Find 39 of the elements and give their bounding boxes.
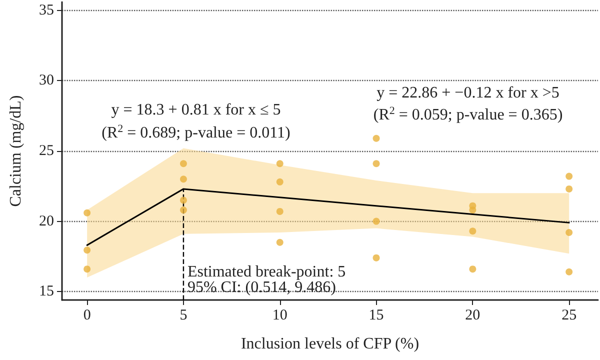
- point: [180, 160, 187, 168]
- y-tick-label: 15: [39, 284, 54, 300]
- point: [84, 266, 91, 273]
- point: [372, 160, 380, 168]
- point: [566, 268, 573, 276]
- point: [566, 172, 573, 180]
- point: [372, 218, 380, 225]
- point: [469, 266, 476, 273]
- annotation: 95% CI: (0.514, 9.486): [187, 278, 336, 296]
- point: [276, 160, 284, 168]
- x-tick-label: 15: [368, 308, 384, 324]
- y-axis-title: Calcium (mg/dL): [8, 95, 24, 207]
- point: [566, 229, 573, 236]
- y-tick-label: 35: [39, 2, 54, 18]
- point: [372, 134, 380, 142]
- point: [84, 209, 91, 216]
- point: [180, 206, 187, 214]
- point: [469, 228, 476, 235]
- x-tick-label: 0: [83, 308, 91, 324]
- point: [180, 196, 187, 204]
- x-tick-label: 5: [180, 308, 188, 324]
- x-tick-label: 20: [465, 308, 480, 324]
- x-tick-label: 10: [272, 308, 288, 324]
- y-tick-label: 25: [39, 143, 54, 159]
- point: [84, 246, 91, 254]
- point: [180, 176, 187, 183]
- point: [469, 206, 476, 214]
- x-axis-title: Inclusion levels of CFP (%): [240, 336, 420, 352]
- annotation: y = 22.86 + −0.12 x for x >5: [376, 84, 560, 102]
- annotation: Estimated break-point: 5: [187, 263, 346, 280]
- point: [276, 208, 284, 215]
- point: [276, 238, 284, 246]
- point: [372, 254, 380, 262]
- x-tick-label: 25: [562, 308, 577, 324]
- annotation: y = 18.3 + 0.81 x for x ≤ 5: [111, 102, 281, 118]
- point: [566, 185, 573, 192]
- y-tick-label: 20: [39, 213, 54, 230]
- y-tick-label: 30: [39, 72, 54, 89]
- point: [276, 178, 284, 186]
